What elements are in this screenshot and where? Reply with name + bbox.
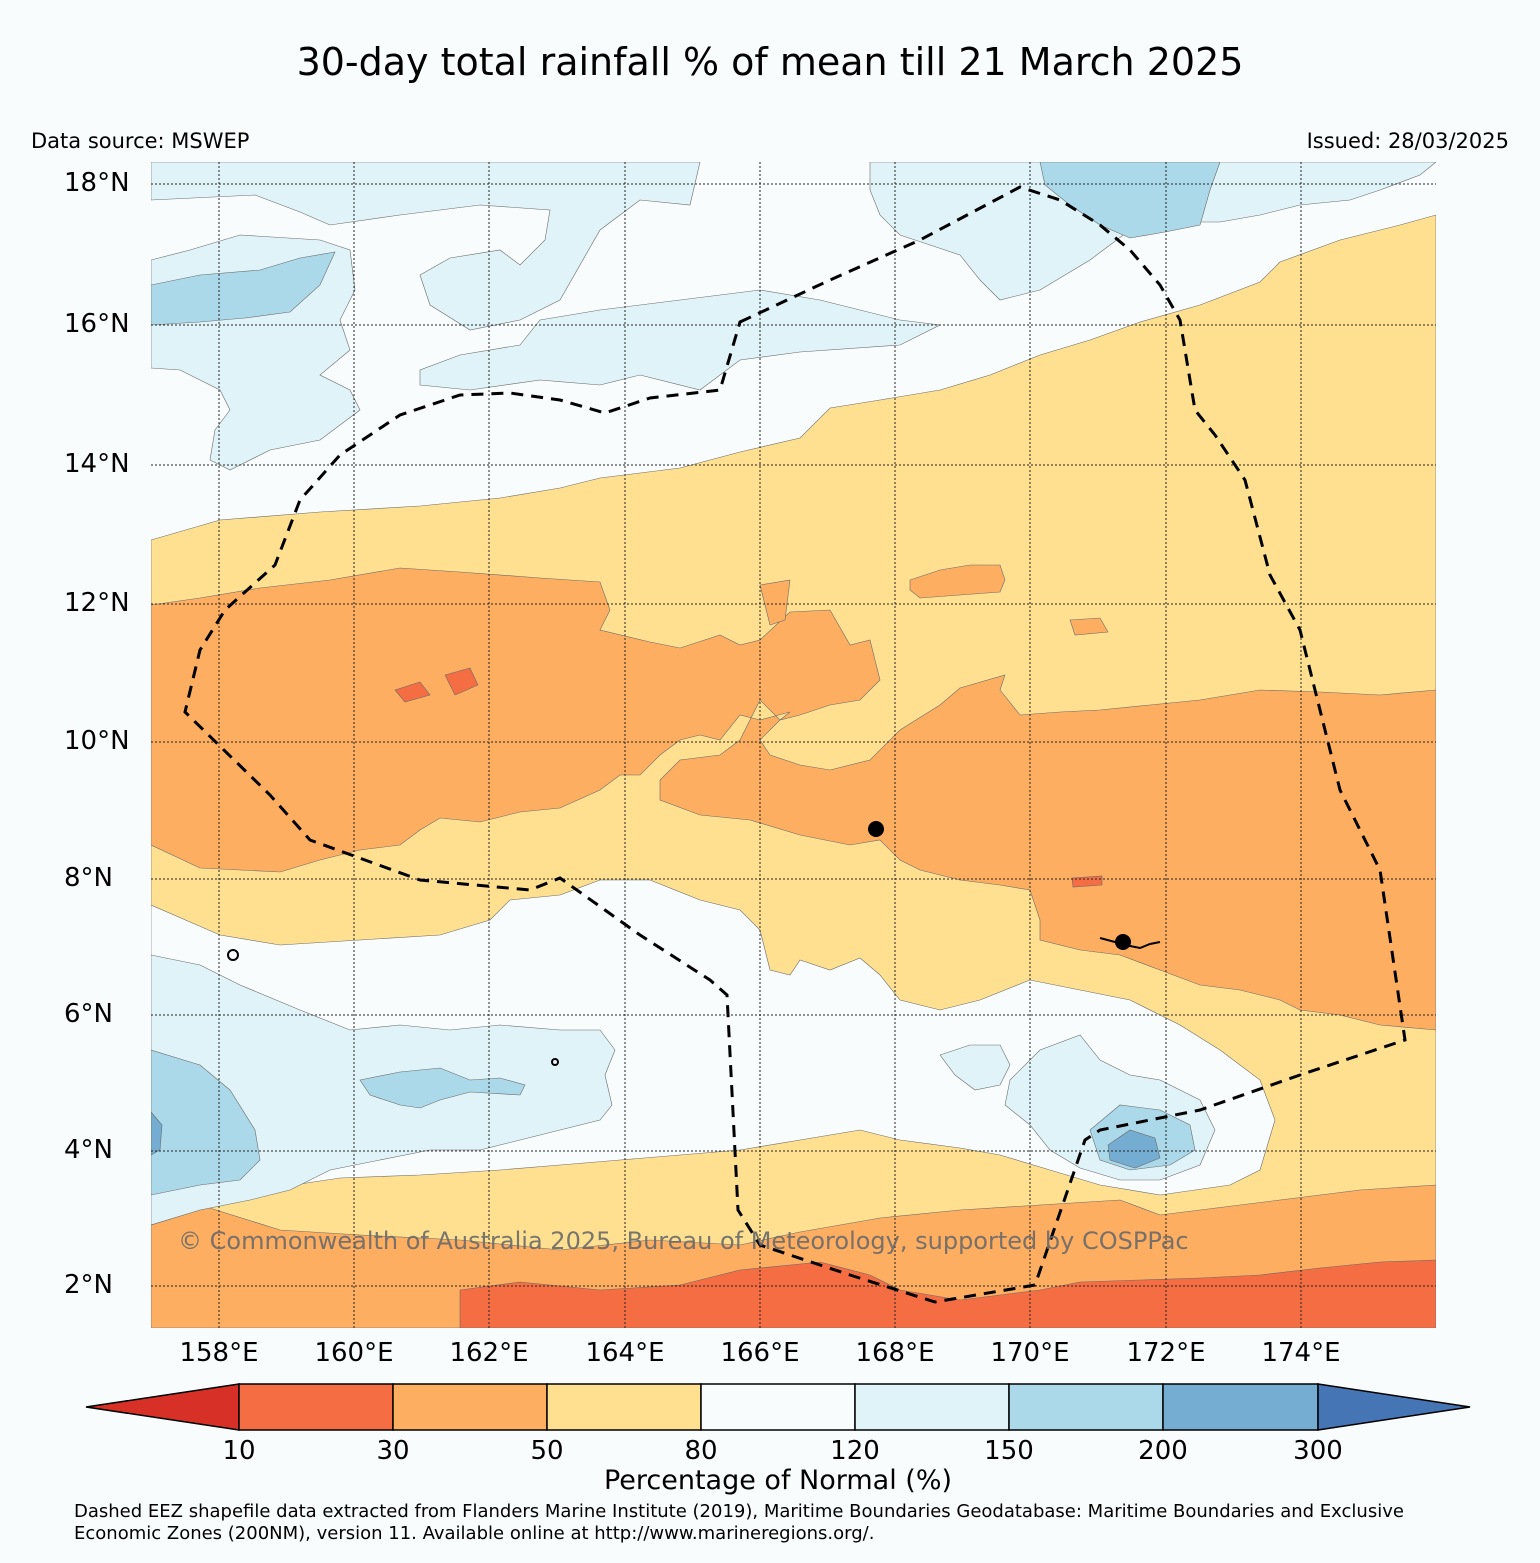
lon-label-164e: 164°E [585, 1338, 665, 1368]
colorbar-high-arrow [1317, 1383, 1471, 1431]
colorbar-tick-120: 120 [830, 1436, 880, 1466]
wet-region-top-right [869, 162, 1436, 301]
lon-label-160e: 160°E [314, 1338, 394, 1368]
footnote-line-1: Dashed EEZ shapefile data extracted from… [74, 1501, 1404, 1522]
lat-label-18n: 18°N [64, 168, 130, 198]
lat-label-16n: 16°N [64, 309, 130, 339]
lon-label-168e: 168°E [855, 1338, 935, 1368]
colorbar-tick-30: 30 [376, 1436, 410, 1466]
colorbar-label: Percentage of Normal (%) [603, 1465, 953, 1496]
copyright-watermark: © Commonwealth of Australia 2025, Bureau… [178, 1227, 1189, 1255]
lat-label-6n: 6°N [64, 999, 113, 1029]
wet-region-top-left [151, 162, 701, 331]
lon-label-158e: 158°E [179, 1338, 259, 1368]
lon-label-166e: 166°E [720, 1338, 800, 1368]
islands [227, 821, 1161, 1066]
lat-label-2n: 2°N [64, 1270, 113, 1300]
colorbar [85, 1383, 1471, 1431]
lat-label-4n: 4°N [64, 1135, 113, 1165]
map-field [151, 162, 1436, 1328]
lon-label-162e: 162°E [449, 1338, 529, 1368]
colorbar-tick-10: 10 [222, 1436, 256, 1466]
footnote: Dashed EEZ shapefile data extracted from… [74, 1501, 1514, 1545]
lon-label-170e: 170°E [990, 1338, 1070, 1368]
lat-label-14n: 14°N [64, 449, 130, 479]
footnote-line-2: Economic Zones (200NM), version 11. Avai… [74, 1523, 875, 1544]
colorbar-tick-300: 300 [1293, 1436, 1343, 1466]
lat-label-10n: 10°N [64, 726, 130, 756]
lon-label-172e: 172°E [1126, 1338, 1206, 1368]
colorbar-tick-150: 150 [984, 1436, 1034, 1466]
colorbar-tick-50: 50 [530, 1436, 564, 1466]
colorbar-low-arrow [85, 1383, 240, 1431]
eez-boundary [183, 185, 1407, 1304]
lat-label-8n: 8°N [64, 863, 113, 893]
colorbar-tick-200: 200 [1138, 1436, 1188, 1466]
lon-label-174e: 174°E [1261, 1338, 1341, 1368]
kwajalein-marker [868, 821, 884, 837]
lat-label-12n: 12°N [64, 588, 130, 618]
colorbar-tick-80: 80 [684, 1436, 718, 1466]
map-title: 30-day total rainfall % of mean till 21 … [296, 40, 1244, 84]
data-source-label: Data source: MSWEP [31, 129, 250, 153]
issued-date-label: Issued: 28/03/2025 [1306, 129, 1509, 153]
wet-region-northwest [151, 251, 336, 326]
